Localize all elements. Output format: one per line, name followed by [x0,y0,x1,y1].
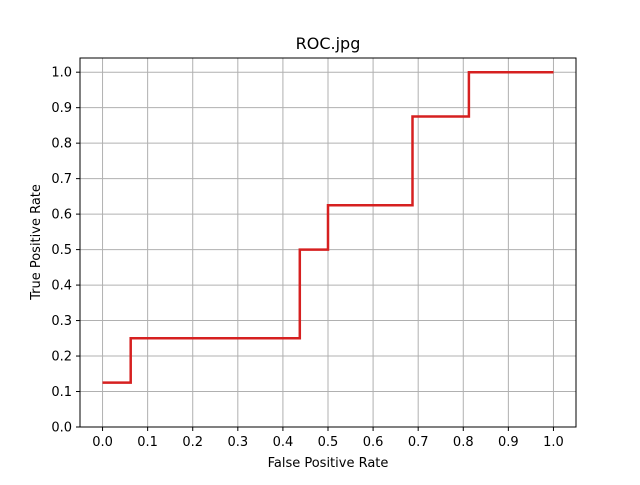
x-tick-label: 0.5 [318,435,339,450]
y-tick-label: 0.8 [51,137,72,152]
tick-layer: 0.0 0.1 0.2 0.3 0.4 0.5 0.6 0.7 0.8 0.9 1.0 0.0 0.1 0… [51,66,563,450]
y-tick-label: 0.2 [51,350,72,365]
y-tick-label: 0.4 [51,279,72,294]
y-tick-label: 1.0 [51,66,72,81]
x-tick-label: 0.3 [227,435,248,450]
roc-curve [102,70,554,384]
x-tick-label: 0.1 [137,435,158,450]
x-tick-label: 0.6 [363,435,384,450]
y-tick-label: 0.3 [51,314,72,329]
y-tick-label: 0.6 [51,208,72,223]
y-tick-label: 0.0 [51,421,72,436]
series-layer [102,70,554,384]
x-tick-label: 1.0 [543,435,564,450]
y-tick-label: 0.9 [51,101,72,116]
chart-title: ROC.jpg [296,34,361,53]
x-tick-label: 0.4 [273,435,294,450]
x-axis-label: False Positive Rate [268,456,389,471]
y-tick-label: 0.1 [51,385,72,400]
y-tick-label: 0.7 [51,172,72,187]
grid-layer [80,58,576,428]
x-tick-label: 0.7 [408,435,429,450]
y-tick-label: 0.5 [51,243,72,258]
x-tick-label: 0.2 [182,435,203,450]
y-axis-label: True Positive Rate [29,184,44,301]
x-tick-label: 0.0 [92,435,113,450]
x-tick-label: 0.9 [498,435,519,450]
x-tick-label: 0.8 [453,435,474,450]
